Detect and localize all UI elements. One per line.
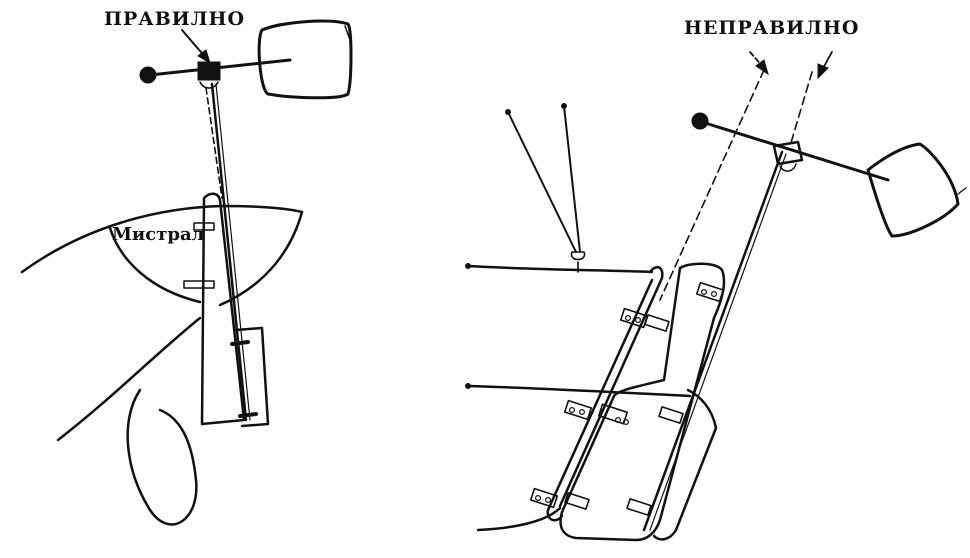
- tab-hinge-upper: [230, 340, 250, 346]
- offset-axis-dashed-line-left: [659, 69, 765, 301]
- wind-vane-right: [866, 142, 960, 238]
- chainplate: [570, 251, 586, 261]
- transom-side: [546, 278, 654, 522]
- shroud-top-left: [505, 109, 511, 115]
- incorrect-pointer-arrow-left: [749, 51, 769, 76]
- waterline-end: [465, 383, 471, 389]
- vane-crossbar-right: [700, 120, 890, 182]
- offset-axis-dashed-line-right: [789, 71, 813, 147]
- wind-vane: [257, 19, 353, 100]
- shroud-top-right: [561, 103, 567, 109]
- deck-edge: [466, 264, 654, 274]
- axis-alignment-dashed-line: [205, 87, 223, 199]
- shroud-left: [507, 111, 577, 253]
- vane-corner-mark: [344, 25, 351, 41]
- counterweight-ball: [139, 66, 157, 84]
- pivot-head-right: [772, 140, 804, 166]
- pivot-bracket: [199, 81, 219, 89]
- keel-lobe: [126, 388, 198, 526]
- pivot-bracket-right: [779, 163, 797, 172]
- counterweight-ball-right: [691, 112, 709, 130]
- lower-hull-outline: [56, 316, 202, 442]
- rudder-fittings-right: [529, 281, 725, 516]
- waterline: [466, 384, 692, 398]
- vane-shaft-right: [642, 150, 784, 532]
- vane-shaft-edge: [215, 83, 251, 421]
- tab-hinge-lower: [238, 412, 258, 418]
- rudder-blade-right: [559, 262, 726, 542]
- transom-outline: [108, 226, 202, 304]
- rudder-blade: [200, 192, 246, 426]
- rudder-trim-tab-right: [652, 388, 718, 541]
- vane-shaft-right-edge: [649, 153, 787, 531]
- rudder-fitting-upper: [193, 222, 215, 231]
- correct-pointer-arrow: [181, 29, 211, 65]
- correct-setup-panel: ПРАВИЛНО Мистрал: [20, 8, 353, 526]
- shroud-right: [563, 105, 581, 253]
- transom-outline-right: [558, 265, 664, 508]
- deck-edge-end: [465, 263, 471, 269]
- trim-tab-blade: [234, 326, 270, 428]
- vane-corner-mark-right: [957, 187, 967, 195]
- incorrect-label: НЕПРАВИЛНО: [684, 17, 859, 39]
- stern-hull-outline: [20, 204, 304, 307]
- bottom-hull-line: [476, 506, 562, 532]
- vane-shaft: [210, 82, 248, 422]
- boat-name-label: Мистрал: [112, 224, 205, 245]
- incorrect-pointer-arrow-right: [817, 51, 833, 80]
- correct-label: ПРАВИЛНО: [104, 8, 245, 30]
- incorrect-setup-panel: НЕПРАВИЛНО: [465, 17, 967, 542]
- pivot-head: [197, 61, 221, 81]
- rudder-fitting-lower: [183, 280, 215, 289]
